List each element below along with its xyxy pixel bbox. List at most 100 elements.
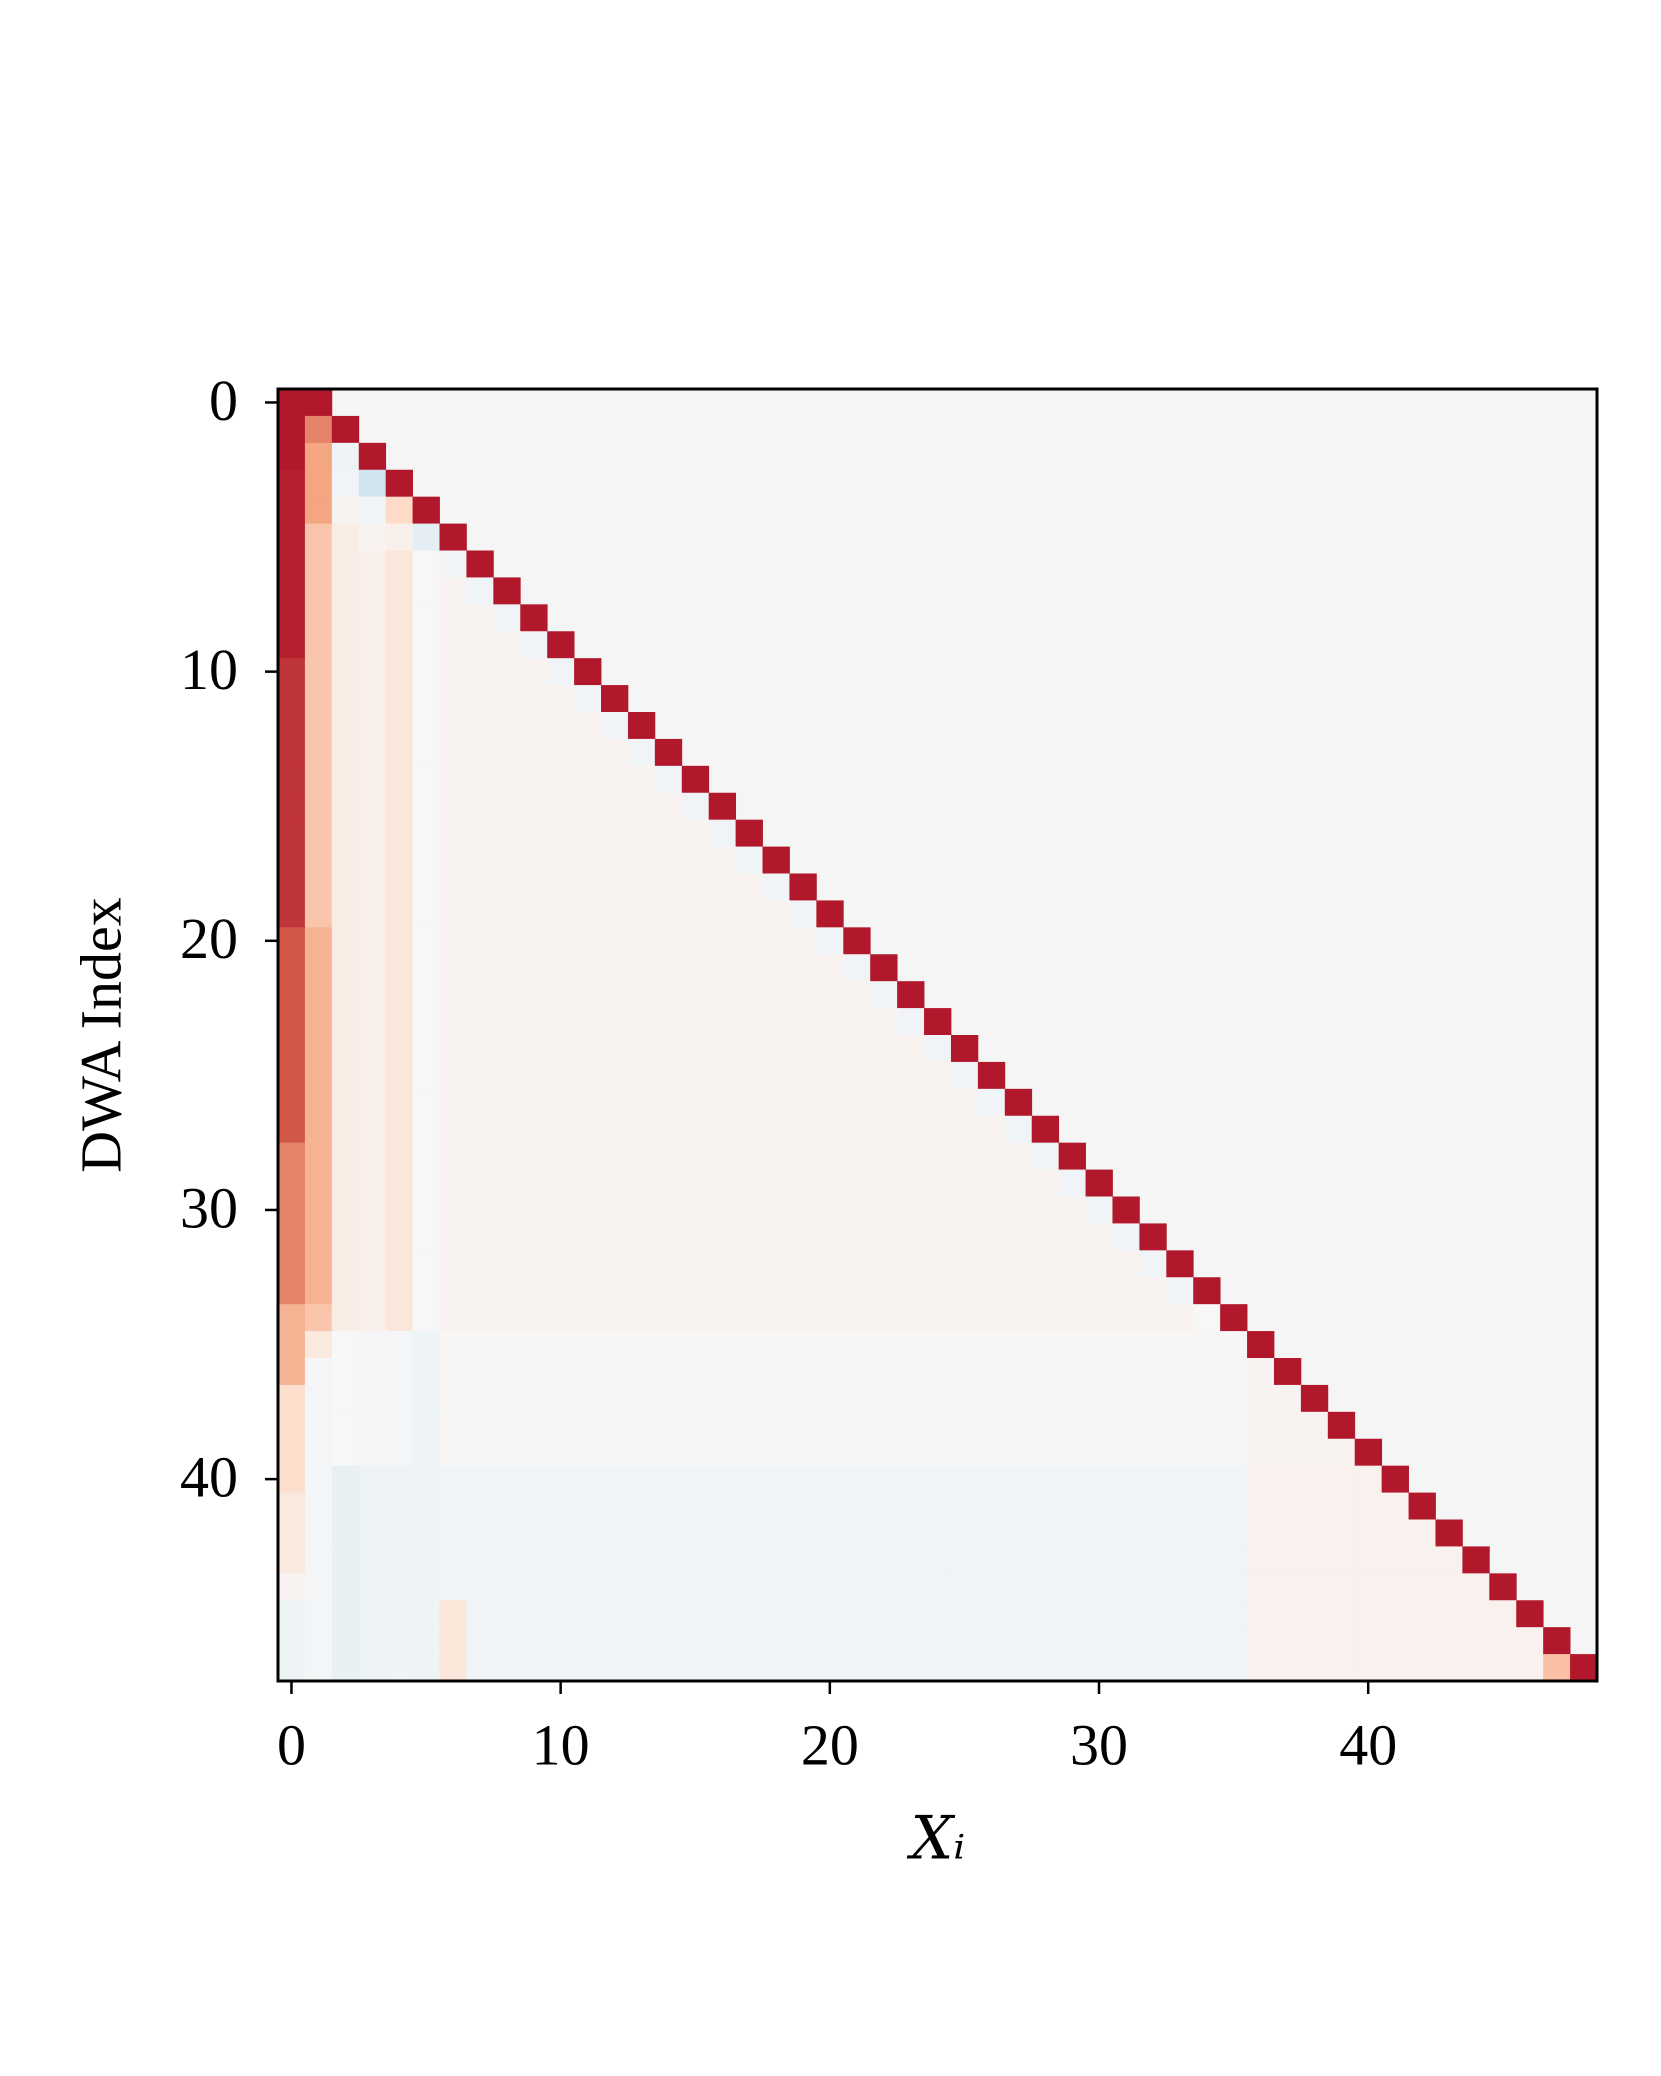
heatmap-cell — [331, 685, 360, 713]
heatmap-cell — [681, 1546, 710, 1574]
heatmap-cell — [331, 658, 360, 686]
heatmap-cell — [278, 846, 306, 874]
y-tick-label: 40 — [180, 1444, 238, 1509]
heatmap-cell — [493, 1358, 521, 1386]
heatmap-cell — [950, 1061, 979, 1090]
heatmap-cell — [304, 685, 333, 713]
heatmap-cell — [654, 927, 683, 955]
heatmap-cell — [654, 1358, 683, 1386]
heatmap-cell — [358, 927, 387, 955]
heatmap-cell — [1408, 1573, 1436, 1601]
heatmap-cell — [278, 1600, 306, 1628]
heatmap-cell — [681, 819, 710, 847]
heatmap-cell — [466, 1008, 494, 1036]
heatmap-cell — [601, 1573, 629, 1601]
heatmap-cell — [1004, 1492, 1033, 1520]
heatmap-cell — [681, 1573, 710, 1601]
heatmap-cell — [1004, 1546, 1033, 1574]
heatmap-cell — [843, 1277, 871, 1305]
heatmap-cell — [466, 1438, 494, 1467]
heatmap-cell — [1193, 1519, 1221, 1547]
heatmap-cell — [1085, 1627, 1113, 1655]
heatmap-cell — [708, 1654, 737, 1682]
heatmap-cell — [385, 604, 413, 632]
heatmap-cell — [1273, 1358, 1302, 1386]
y-tick-label: 30 — [180, 1175, 238, 1240]
heatmap-cell — [1112, 1196, 1140, 1224]
heatmap-cell — [789, 1358, 817, 1386]
heatmap-cell — [708, 1492, 737, 1520]
heatmap-cell — [1031, 1304, 1060, 1332]
heatmap-cell — [681, 846, 710, 874]
heatmap-cell — [466, 712, 494, 740]
heatmap-cell — [574, 1061, 602, 1090]
heatmap-cell — [278, 658, 306, 686]
heatmap-cell — [1327, 1546, 1356, 1574]
heatmap-cell — [1408, 1546, 1436, 1574]
heatmap-cell — [1489, 1573, 1517, 1601]
heatmap-cell — [977, 1250, 1006, 1278]
heatmap-cell — [1327, 1411, 1356, 1440]
heatmap-cell — [1058, 1573, 1086, 1601]
heatmap-cell — [762, 1627, 790, 1655]
heatmap-cell — [681, 765, 710, 794]
heatmap-cell — [1193, 1304, 1221, 1332]
heatmap-cell — [1327, 1654, 1356, 1682]
heatmap-cell — [466, 1061, 494, 1090]
heatmap-cell — [816, 927, 844, 955]
heatmap-cell — [1085, 1573, 1113, 1601]
heatmap-cell — [439, 1196, 467, 1224]
heatmap-cell — [1381, 1573, 1409, 1601]
heatmap-cell — [412, 927, 440, 955]
heatmap-cell — [1139, 1627, 1167, 1655]
heatmap-cell — [1300, 1438, 1329, 1467]
heatmap-cell — [762, 1304, 790, 1332]
heatmap-cell — [924, 1196, 952, 1224]
heatmap-cell — [627, 927, 656, 955]
heatmap-cell — [816, 1115, 844, 1144]
heatmap-cell — [385, 819, 413, 847]
x-axis-label: Xᵢ — [907, 1804, 966, 1874]
heatmap-cell — [385, 1035, 413, 1063]
heatmap-cell — [1381, 1654, 1409, 1682]
heatmap-cell — [439, 1358, 467, 1386]
heatmap-cell — [520, 1492, 548, 1520]
heatmap-cell — [466, 1600, 494, 1628]
heatmap-cell — [1112, 1654, 1140, 1682]
heatmap-cell — [627, 873, 656, 901]
heatmap-cell — [278, 873, 306, 901]
heatmap-cell — [547, 1008, 575, 1036]
heatmap-cell — [304, 1008, 333, 1036]
heatmap-cell — [1058, 1600, 1086, 1628]
heatmap-cell — [762, 1411, 790, 1440]
heatmap-cell — [1085, 1654, 1113, 1682]
heatmap-cell — [870, 1061, 898, 1090]
heatmap-cell — [681, 792, 710, 821]
heatmap-cell — [816, 1196, 844, 1224]
heatmap-cell — [789, 1465, 817, 1493]
heatmap-cell — [412, 1492, 440, 1520]
x-tick-label: 20 — [801, 1712, 859, 1777]
heatmap-cell — [412, 712, 440, 740]
heatmap-cell — [1193, 1654, 1221, 1682]
heatmap-cell — [1112, 1331, 1140, 1359]
heatmap-cell — [870, 1600, 898, 1628]
heatmap-cell — [358, 1250, 387, 1278]
heatmap-cell — [1139, 1465, 1167, 1493]
heatmap-cell — [278, 550, 306, 578]
heatmap-cell — [412, 1331, 440, 1359]
heatmap-cell — [950, 1411, 979, 1440]
heatmap-cell — [278, 1465, 306, 1493]
heatmap-cell — [601, 900, 629, 928]
heatmap-cell — [897, 1169, 925, 1197]
heatmap-cell — [358, 685, 387, 713]
heatmap-cell — [627, 1304, 656, 1332]
heatmap-cell — [816, 1573, 844, 1601]
heatmap-cell — [574, 1519, 602, 1547]
heatmap-cell — [439, 1546, 467, 1574]
heatmap-cell — [816, 1600, 844, 1628]
heatmap-cell — [601, 738, 629, 767]
heatmap-cell — [1031, 1573, 1060, 1601]
heatmap-cell — [654, 1223, 683, 1251]
heatmap-cell — [1139, 1438, 1167, 1467]
